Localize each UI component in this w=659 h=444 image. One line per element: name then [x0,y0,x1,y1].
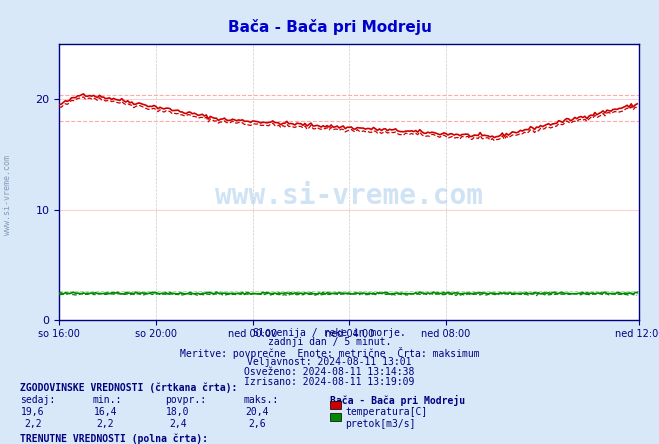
Text: www.si-vreme.com: www.si-vreme.com [3,155,13,235]
Text: 2,2: 2,2 [24,419,42,429]
Text: temperatura[C]: temperatura[C] [345,407,428,417]
Text: min.:: min.: [92,395,122,405]
Text: 18,0: 18,0 [166,407,190,417]
Text: povpr.:: povpr.: [165,395,206,405]
Text: TRENUTNE VREDNOSTI (polna črta):: TRENUTNE VREDNOSTI (polna črta): [20,433,208,444]
Text: ZGODOVINSKE VREDNOSTI (črtkana črta):: ZGODOVINSKE VREDNOSTI (črtkana črta): [20,383,237,393]
Text: Osveženo: 2024-08-11 13:14:38: Osveženo: 2024-08-11 13:14:38 [244,367,415,377]
Text: Bača - Bača pri Modreju: Bača - Bača pri Modreju [330,395,465,406]
Text: sedaj:: sedaj: [20,395,55,405]
Text: Bača - Bača pri Modreju: Bača - Bača pri Modreju [227,19,432,35]
Text: Slovenija / reke in morje.: Slovenija / reke in morje. [253,328,406,338]
Text: 20,4: 20,4 [245,407,269,417]
Text: zadnji dan / 5 minut.: zadnji dan / 5 minut. [268,337,391,348]
Text: Veljavnost: 2024-08-11 13:01: Veljavnost: 2024-08-11 13:01 [247,357,412,367]
Text: Meritve: povprečne  Enote: metrične  Črta: maksimum: Meritve: povprečne Enote: metrične Črta:… [180,347,479,359]
Text: Izrisano: 2024-08-11 13:19:09: Izrisano: 2024-08-11 13:19:09 [244,377,415,387]
Text: www.si-vreme.com: www.si-vreme.com [215,182,483,210]
Text: 2,6: 2,6 [248,419,266,429]
Bar [330,401,341,409]
Text: pretok[m3/s]: pretok[m3/s] [345,419,416,429]
Text: 19,6: 19,6 [21,407,45,417]
Text: 16,4: 16,4 [94,407,117,417]
Text: 2,2: 2,2 [97,419,114,429]
Text: maks.:: maks.: [244,395,279,405]
Bar [330,413,341,421]
Text: 2,4: 2,4 [169,419,186,429]
